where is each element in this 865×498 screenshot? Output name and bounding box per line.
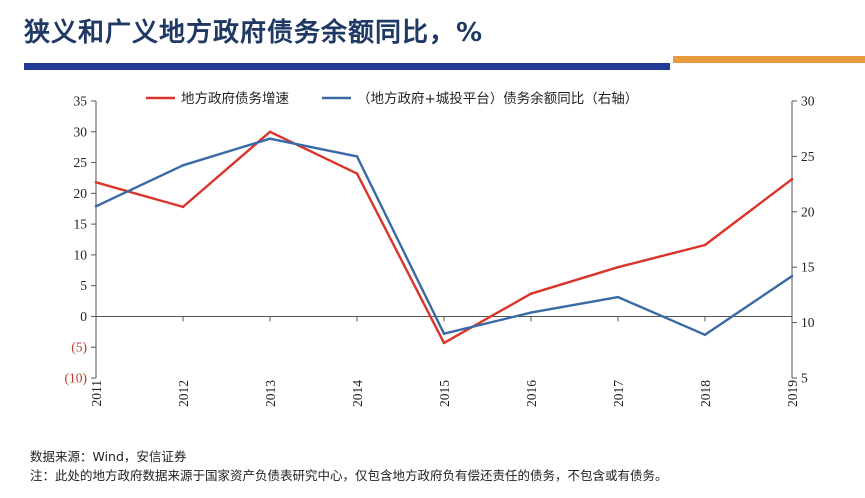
series-line-red xyxy=(95,130,793,345)
data-point xyxy=(268,137,272,140)
y-left-tick-label: 10 xyxy=(74,247,88,262)
page-title: 狭义和广义地方政府债务余额同比，% xyxy=(24,18,484,48)
data-point xyxy=(529,311,533,314)
y-right-tick-label: 5 xyxy=(801,371,808,386)
y-right-tick-label: 10 xyxy=(801,315,815,330)
x-tick-label: 2014 xyxy=(350,380,365,407)
data-point xyxy=(268,130,272,134)
header-accent-bar xyxy=(673,56,865,63)
legend-label: 地方政府债务增速 xyxy=(181,91,289,107)
y-left-tick-label: 25 xyxy=(74,155,88,170)
x-tick-label: 2017 xyxy=(611,380,626,407)
x-tick-label: 2018 xyxy=(698,380,713,407)
data-point xyxy=(616,295,620,299)
x-tick-label: 2012 xyxy=(176,380,191,407)
data-point xyxy=(529,292,533,295)
x-tick-label: 2015 xyxy=(437,380,452,407)
data-point xyxy=(94,180,98,184)
x-tick-label: 2013 xyxy=(263,380,278,407)
series-line-blue xyxy=(95,137,793,336)
y-left-tick-label: 0 xyxy=(80,309,87,324)
y-left-tick-label: (10) xyxy=(65,371,88,386)
data-point xyxy=(790,274,794,278)
y-left-tick-label: 5 xyxy=(80,278,87,293)
y-right-tick-label: 15 xyxy=(801,260,815,275)
data-point xyxy=(355,172,359,175)
x-tick-label: 2011 xyxy=(89,380,104,407)
data-point xyxy=(181,205,185,209)
y-left-tick-label: 30 xyxy=(74,124,88,139)
footnote: 注：此处的地方政府数据来源于国家资产负债表研究中心，仅包含地方政府负有偿还责任的… xyxy=(30,468,668,483)
y-left-tick-label: 20 xyxy=(74,186,88,201)
legend-label: （地方政府+城投平台）债务余额同比（右轴） xyxy=(357,90,638,107)
header-bar xyxy=(24,63,670,70)
data-point xyxy=(442,341,446,345)
data-point xyxy=(703,243,707,247)
data-point xyxy=(790,177,794,181)
x-tick-label: 2016 xyxy=(524,380,539,407)
data-point xyxy=(94,204,98,208)
data-point xyxy=(181,163,185,167)
source-note: 数据来源：Wind，安信证券 xyxy=(30,449,187,464)
data-point xyxy=(703,333,707,337)
y-right-tick-label: 20 xyxy=(801,204,815,219)
x-tick-label: 2019 xyxy=(785,380,800,407)
y-left-tick-label: 15 xyxy=(74,217,88,232)
y-right-tick-label: 30 xyxy=(801,94,815,109)
y-right-tick-label: 25 xyxy=(801,149,815,164)
data-point xyxy=(442,332,446,335)
y-left-tick-label: (5) xyxy=(71,340,87,355)
data-point xyxy=(355,155,359,158)
y-left-tick-label: 35 xyxy=(74,94,88,109)
data-point xyxy=(616,265,620,269)
